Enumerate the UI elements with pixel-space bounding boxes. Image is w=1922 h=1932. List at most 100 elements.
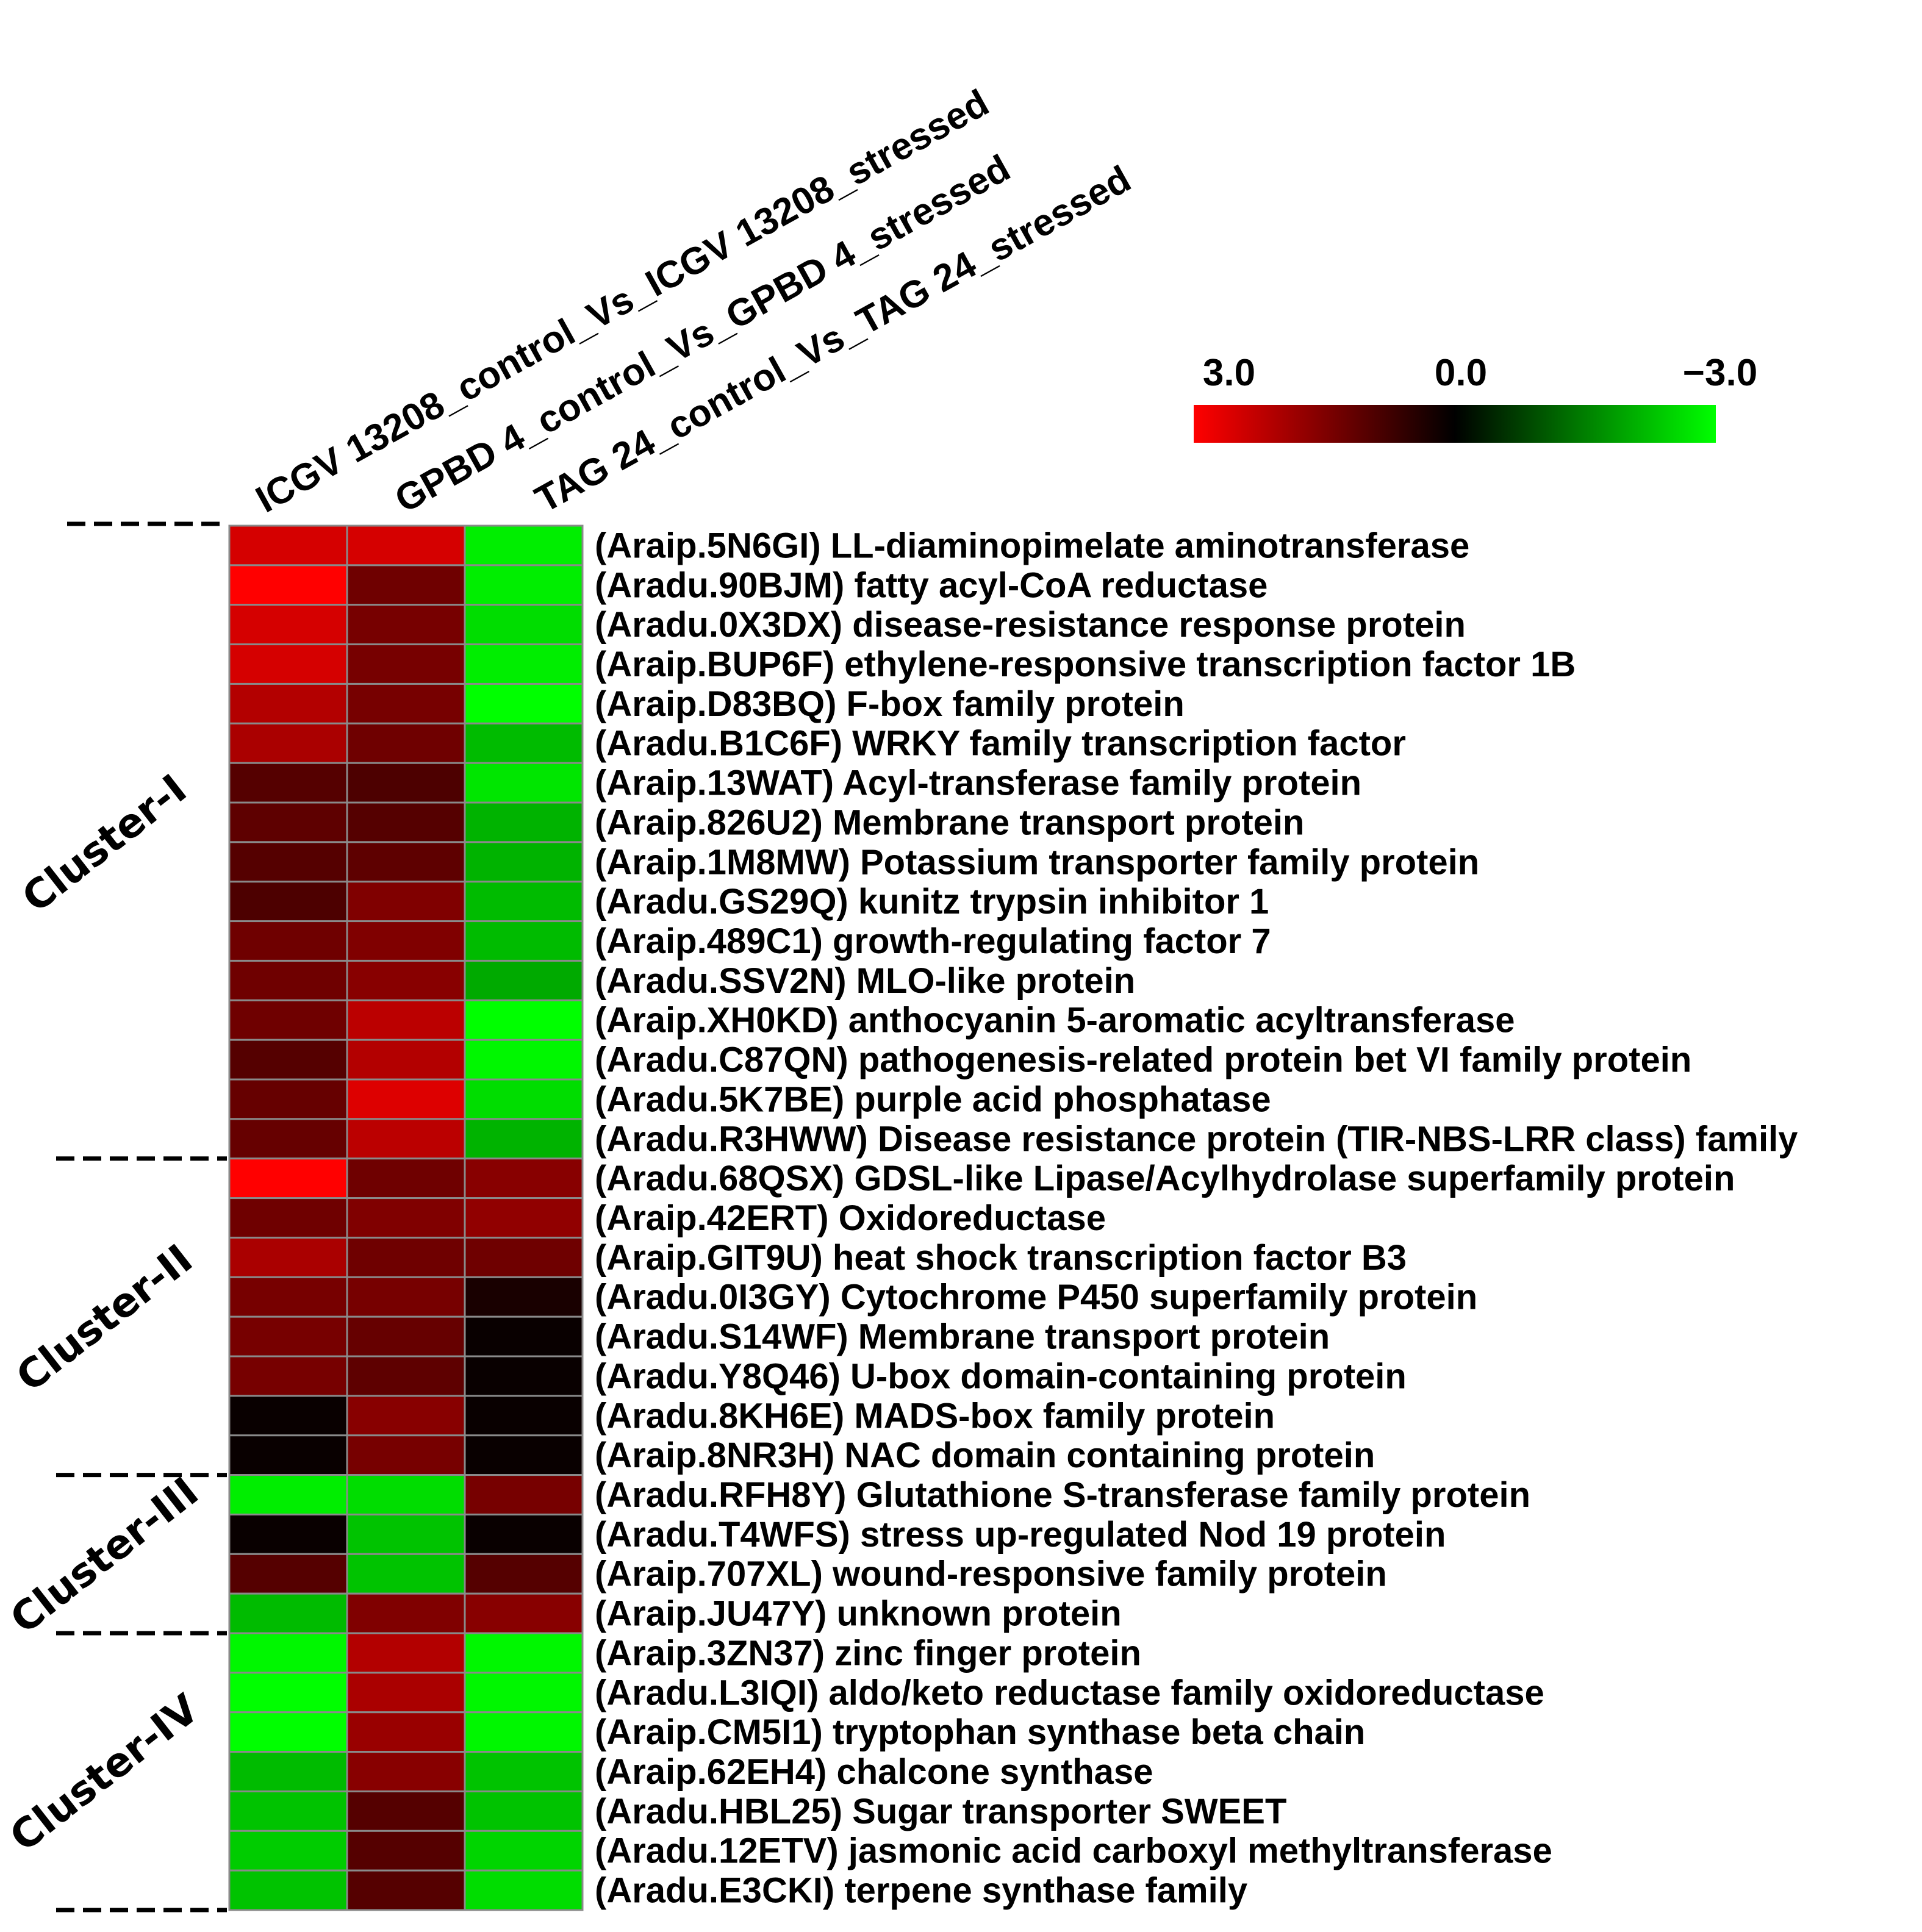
- heatmap-cell-r16-c2: [464, 1157, 584, 1200]
- heatmap-cell-r8-c0: [228, 841, 348, 883]
- heatmap-cell-r32-c1: [346, 1790, 466, 1832]
- heatmap-cell-r21-c1: [346, 1355, 466, 1397]
- heatmap-cell-r9-c1: [346, 881, 466, 923]
- heatmap-cell-r15-c0: [228, 1118, 348, 1160]
- heatmap-cell-r10-c0: [228, 920, 348, 962]
- heatmap-cell-r27-c2: [464, 1592, 584, 1634]
- heatmap-cell-r6-c0: [228, 762, 348, 804]
- heatmap-cell-r6-c2: [464, 762, 584, 804]
- heatmap-cell-r12-c1: [346, 999, 466, 1041]
- row-label: (Aradu.68QSX) GDSL-like Lipase/Acylhydro…: [595, 1159, 1735, 1198]
- row-label: (Aradu.5K7BE) purple acid phosphatase: [595, 1079, 1271, 1119]
- row-label: (Aradu.B1C6F) WRKY family transcription …: [595, 724, 1406, 764]
- heatmap-cell-r4-c1: [346, 682, 466, 724]
- row-label: (Aradu.R3HWW) Disease resistance protein…: [595, 1119, 1798, 1159]
- heatmap-cell-r26-c1: [346, 1553, 466, 1595]
- heatmap-cell-r28-c1: [346, 1632, 466, 1674]
- heatmap-cell-r26-c0: [228, 1553, 348, 1595]
- heatmap-cell-r21-c2: [464, 1355, 584, 1397]
- heatmap-cell-r1-c2: [464, 564, 584, 606]
- row-label: (Araip.3ZN37) zinc finger protein: [595, 1633, 1141, 1673]
- heatmap-cell-r15-c2: [464, 1118, 584, 1160]
- row-label: (Araip.62EH4) chalcone synthase: [595, 1752, 1153, 1792]
- heatmap-cell-r15-c1: [346, 1118, 466, 1160]
- heatmap-cell-r31-c2: [464, 1751, 584, 1792]
- heatmap-cell-r29-c0: [228, 1672, 348, 1714]
- row-label: (Araip.826U2) Membrane transport protein: [595, 803, 1304, 842]
- legend-tick-max: 3.0: [1203, 352, 1255, 394]
- heatmap-cell-r33-c1: [346, 1830, 466, 1872]
- heatmap-cell-r11-c1: [346, 959, 466, 1001]
- heatmap-cell-r11-c0: [228, 959, 348, 1001]
- heatmap-cell-r18-c2: [464, 1236, 584, 1278]
- row-label: (Araip.JU47Y) unknown protein: [595, 1594, 1122, 1634]
- row-label: (Aradu.Y8Q46) U-box domain-containing pr…: [595, 1356, 1407, 1396]
- heatmap-cell-r14-c2: [464, 1078, 584, 1120]
- heatmap-cell-r29-c1: [346, 1672, 466, 1714]
- row-label: (Aradu.S14WF) Membrane transport protein: [595, 1317, 1330, 1357]
- heatmap-cell-r5-c1: [346, 722, 466, 764]
- heatmap-cell-r2-c1: [346, 604, 466, 646]
- row-label: (Aradu.L3IQI) aldo/keto reductase family…: [595, 1673, 1544, 1712]
- heatmap-cell-r0-c1: [346, 524, 466, 567]
- row-label: (Aradu.E3CKI) terpene synthase family: [595, 1871, 1247, 1911]
- row-label: (Aradu.0X3DX) disease-resistance respons…: [595, 605, 1466, 645]
- heatmap-cell-r24-c0: [228, 1474, 348, 1515]
- heatmap-cell-r19-c2: [464, 1276, 584, 1318]
- heatmap-cell-r34-c0: [228, 1869, 348, 1911]
- row-label: (Araip.13WAT) Acyl-transferase family pr…: [595, 764, 1361, 803]
- heatmap-cell-r31-c1: [346, 1751, 466, 1792]
- cluster-label-1: Cluster-I: [13, 765, 195, 922]
- heatmap-cell-r8-c1: [346, 841, 466, 883]
- legend-tick-zero: 0.0: [1435, 352, 1487, 394]
- row-label: (Araip.5N6GI) LL-diaminopimelate aminotr…: [595, 526, 1469, 565]
- heatmap-cell-r2-c2: [464, 604, 584, 646]
- heatmap-cell-r5-c2: [464, 722, 584, 764]
- heatmap-cell-r30-c0: [228, 1711, 348, 1753]
- row-label: (Aradu.SSV2N) MLO-like protein: [595, 961, 1135, 1001]
- heatmap-cell-r6-c1: [346, 762, 466, 804]
- heatmap-cell-r13-c0: [228, 1039, 348, 1081]
- color-scale-bar: [1194, 405, 1716, 443]
- heatmap-cell-r3-c1: [346, 643, 466, 685]
- column-label-gpbd: GPBD 4_control_Vs_GPBD 4_stressed: [388, 147, 1017, 521]
- heatmap-cell-r13-c2: [464, 1039, 584, 1081]
- heatmap-cell-r19-c1: [346, 1276, 466, 1318]
- heatmap-cell-r4-c2: [464, 682, 584, 724]
- row-label: (Araip.8NR3H) NAC domain containing prot…: [595, 1436, 1375, 1475]
- row-label: (Araip.707XL) wound-responsive family pr…: [595, 1555, 1387, 1594]
- heatmap-cell-r0-c2: [464, 524, 584, 567]
- heatmap-cell-r11-c2: [464, 959, 584, 1001]
- heatmap-cells: [228, 524, 584, 1911]
- heatmap-cell-r7-c1: [346, 801, 466, 843]
- heatmap-cell-r23-c0: [228, 1434, 348, 1476]
- heatmap-cell-r14-c0: [228, 1078, 348, 1120]
- heatmap-cell-r24-c2: [464, 1474, 584, 1515]
- heatmap-cell-r28-c0: [228, 1632, 348, 1674]
- heatmap-cell-r16-c1: [346, 1157, 466, 1200]
- heatmap-cell-r34-c2: [464, 1869, 584, 1911]
- heatmap-cell-r28-c2: [464, 1632, 584, 1674]
- row-label: (Araip.CM5I1) tryptophan synthase beta c…: [595, 1712, 1365, 1752]
- heatmap-cell-r17-c0: [228, 1197, 348, 1239]
- row-label: (Aradu.12ETV) jasmonic acid carboxyl met…: [595, 1831, 1552, 1871]
- heatmap-cell-r31-c0: [228, 1751, 348, 1792]
- color-scale-legend: 3.0 0.0 −3.0: [1194, 352, 1757, 443]
- heatmap-cell-r25-c2: [464, 1513, 584, 1555]
- heatmap-cell-r32-c0: [228, 1790, 348, 1832]
- heatmap-cell-r23-c1: [346, 1434, 466, 1476]
- row-label: (Aradu.0I3GY) Cytochrome P450 superfamil…: [595, 1278, 1477, 1317]
- heatmap-cell-r33-c2: [464, 1830, 584, 1872]
- row-label: (Aradu.8KH6E) MADS-box family protein: [595, 1396, 1275, 1436]
- heatmap-cell-r7-c2: [464, 801, 584, 843]
- row-label: (Aradu.C87QN) pathogenesis-related prote…: [595, 1040, 1691, 1080]
- heatmap-cell-r20-c2: [464, 1315, 584, 1358]
- column-labels: ICGV 13208_control_Vs_ICGV 13208_stresse…: [249, 82, 1138, 521]
- heatmap-cell-r12-c2: [464, 999, 584, 1041]
- row-label: (Araip.489C1) growth-regulating factor 7: [595, 921, 1271, 961]
- heatmap-cell-r29-c2: [464, 1672, 584, 1714]
- heatmap-cell-r20-c1: [346, 1315, 466, 1358]
- row-label: (Aradu.RFH8Y) Glutathione S-transferase …: [595, 1475, 1530, 1515]
- heatmap-cell-r8-c2: [464, 841, 584, 883]
- heatmap-cell-r5-c0: [228, 722, 348, 764]
